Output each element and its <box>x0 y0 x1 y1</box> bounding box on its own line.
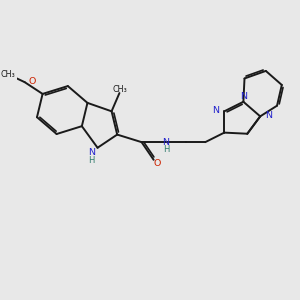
Text: N: N <box>212 106 219 115</box>
Text: CH₃: CH₃ <box>112 85 128 94</box>
Text: H: H <box>88 156 94 165</box>
Text: N: N <box>163 138 170 147</box>
Text: H: H <box>163 145 169 154</box>
Text: N: N <box>88 148 95 157</box>
Text: CH₃: CH₃ <box>0 70 15 79</box>
Text: O: O <box>154 159 161 168</box>
Text: O: O <box>28 77 35 86</box>
Text: N: N <box>240 92 247 101</box>
Text: N: N <box>265 111 272 120</box>
